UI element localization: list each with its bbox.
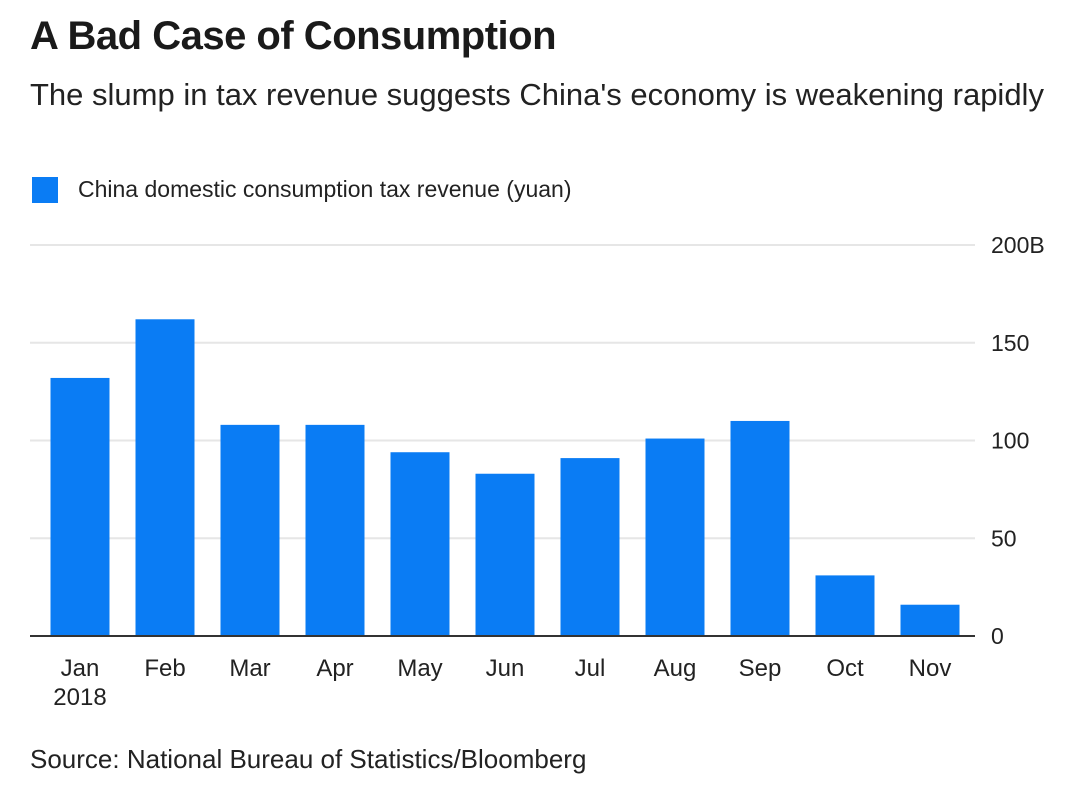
- bar: [390, 452, 450, 636]
- bar: [220, 424, 280, 636]
- x-tick-label: Jul: [575, 655, 606, 682]
- x-tick-label: Aug: [654, 655, 697, 682]
- y-tick-label: 0: [991, 623, 1004, 649]
- legend-label: China domestic consumption tax revenue (…: [78, 176, 572, 202]
- x-tick-label: Feb: [144, 655, 185, 682]
- legend: China domestic consumption tax revenue (…: [32, 176, 571, 203]
- chart-title: A Bad Case of Consumption: [30, 14, 557, 58]
- x-tick-label: Sep: [739, 655, 782, 682]
- x-tick-label: Mar: [229, 655, 270, 682]
- x-tick-label: Apr: [316, 655, 353, 682]
- legend-swatch: [32, 176, 58, 203]
- bar: [560, 458, 620, 636]
- y-tick-label: 100: [991, 428, 1029, 454]
- bar: [135, 319, 195, 636]
- source-note: Source: National Bureau of Statistics/Bl…: [30, 744, 587, 774]
- bar: [645, 438, 705, 636]
- y-tick-label: 50: [991, 525, 1017, 551]
- bar: [900, 604, 960, 636]
- bar: [730, 420, 790, 636]
- chart-subtitle: The slump in tax revenue suggests China'…: [30, 77, 1044, 112]
- x-tick-label: Oct: [826, 655, 864, 682]
- x-tick-label: Nov: [909, 655, 952, 682]
- bar: [815, 575, 875, 636]
- x-tick-label: Jun: [486, 655, 525, 682]
- bar: [475, 473, 535, 636]
- x-tick-label: May: [397, 655, 442, 682]
- bar: [305, 424, 365, 636]
- y-tick-label: 200B: [991, 232, 1045, 258]
- y-tick-label: 150: [991, 330, 1029, 356]
- x-tick-sublabel: 2018: [53, 684, 106, 711]
- x-tick-label: Jan: [61, 655, 100, 682]
- bar: [50, 377, 110, 636]
